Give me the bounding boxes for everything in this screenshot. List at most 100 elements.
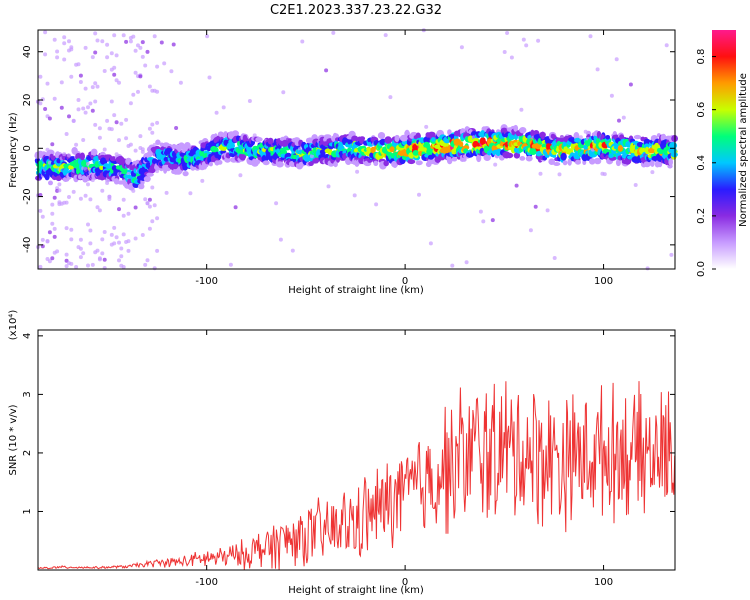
spectrogram-cell bbox=[562, 160, 568, 166]
spectrogram-speckle bbox=[274, 201, 279, 206]
spectrogram-cell bbox=[594, 157, 602, 165]
colorbar-tick-label: 0.2 bbox=[696, 208, 707, 224]
spectrogram-cell bbox=[217, 160, 223, 165]
spectrogram-speckle bbox=[67, 153, 71, 158]
spectrogram-speckle bbox=[38, 208, 43, 213]
spectrogram-speckle bbox=[536, 38, 541, 43]
spectrogram-speckle bbox=[221, 105, 226, 110]
spectrogram-y-tick-label: -20 bbox=[22, 188, 33, 204]
spectrogram-speckle bbox=[126, 239, 131, 244]
spectrogram-speckle bbox=[71, 189, 76, 194]
spectrogram-speckle bbox=[133, 70, 138, 75]
spectrogram-speckle bbox=[252, 133, 257, 138]
spectrogram-speckle bbox=[100, 188, 105, 193]
spectrogram-speckle bbox=[578, 135, 583, 140]
spectrogram-speckle bbox=[524, 43, 529, 48]
spectrogram-speckle bbox=[97, 208, 102, 213]
spectrogram-speckle bbox=[93, 122, 98, 127]
spectrogram-speckle bbox=[114, 78, 119, 83]
spectrogram-cell bbox=[605, 135, 611, 140]
spectrogram-speckle bbox=[155, 64, 160, 69]
spectrogram-speckle bbox=[459, 45, 464, 50]
spectrogram-speckle bbox=[155, 248, 160, 253]
spectrogram-speckle bbox=[552, 256, 557, 260]
spectrogram-cells bbox=[34, 28, 678, 271]
spectrogram-speckle bbox=[86, 182, 90, 187]
spectrogram-speckle bbox=[47, 230, 52, 235]
spectrogram-speckle bbox=[109, 127, 114, 132]
spectrogram-speckle bbox=[428, 241, 433, 246]
spectrogram-speckle bbox=[128, 39, 133, 44]
spectrogram-speckle bbox=[74, 150, 79, 155]
snr-y-tick-label: 2 bbox=[22, 450, 33, 456]
spectrogram-speckle bbox=[247, 99, 252, 103]
spectrogram-speckle bbox=[145, 49, 150, 54]
spectrogram-speckle bbox=[152, 266, 157, 271]
spectrogram-speckle bbox=[64, 264, 69, 269]
spectrogram-cell bbox=[224, 157, 231, 163]
spectrogram-speckle bbox=[138, 74, 143, 79]
spectrogram-speckle bbox=[505, 31, 510, 35]
spectrogram-x-tick-label: 0 bbox=[402, 276, 408, 287]
spectrogram-speckle bbox=[171, 42, 176, 47]
spectrogram-speckle bbox=[78, 255, 83, 260]
spectrogram-cell bbox=[152, 158, 158, 165]
spectrogram-cell bbox=[105, 164, 112, 169]
spectrogram-speckle bbox=[83, 45, 88, 50]
spectrogram-speckle bbox=[47, 259, 52, 264]
spectrogram-cell bbox=[519, 127, 527, 134]
spectrogram-speckle bbox=[102, 230, 107, 234]
spectrogram-cell bbox=[333, 161, 338, 168]
spectrogram-cell bbox=[479, 137, 486, 146]
spectrogram-cell bbox=[483, 154, 491, 162]
spectrogram-speckle bbox=[112, 225, 117, 230]
spectrogram-cell bbox=[451, 156, 458, 162]
spectrogram-speckle bbox=[67, 39, 71, 44]
colorbar: 0.0 0.2 0.4 0.6 0.8 Normalized spectral ampl… bbox=[696, 30, 749, 277]
spectrogram-speckle bbox=[88, 241, 93, 246]
spectrogram-speckle bbox=[138, 134, 143, 139]
spectrogram-speckle bbox=[62, 35, 67, 40]
spectrogram-speckle bbox=[62, 41, 67, 46]
spectrogram-speckle bbox=[650, 170, 655, 175]
spectrogram-speckle bbox=[90, 55, 95, 60]
spectrogram-y-tick-label: -40 bbox=[22, 237, 33, 253]
spectrogram-cell bbox=[460, 157, 467, 162]
spectrogram-speckle bbox=[95, 38, 100, 43]
spectrogram-cell bbox=[446, 156, 453, 165]
spectrogram-speckle bbox=[140, 40, 145, 45]
spectrogram-cell bbox=[242, 134, 248, 142]
spectrogram-speckle bbox=[105, 118, 110, 123]
spectrogram-speckle bbox=[174, 126, 179, 130]
spectrogram-speckle bbox=[281, 90, 286, 95]
spectrogram-cell bbox=[462, 145, 470, 150]
spectrogram-speckle bbox=[45, 239, 50, 243]
spectrogram-speckle bbox=[628, 82, 633, 87]
spectrogram-speckle bbox=[533, 204, 538, 209]
spectrogram-speckle bbox=[86, 161, 90, 166]
spectrogram-speckle bbox=[105, 42, 110, 47]
spectrogram-speckle bbox=[112, 113, 117, 118]
spectrogram-speckle bbox=[117, 138, 121, 143]
spectrogram-speckle bbox=[117, 207, 121, 212]
spectrogram-speckle bbox=[50, 221, 55, 226]
spectrogram-speckle bbox=[40, 97, 45, 102]
spectrogram-cell bbox=[353, 148, 359, 153]
spectrogram-speckle bbox=[102, 257, 107, 262]
spectrogram-speckle bbox=[81, 251, 86, 256]
spectrogram-speckle bbox=[147, 126, 152, 131]
spectrogram-cell bbox=[99, 157, 108, 165]
spectrogram-speckle bbox=[140, 54, 145, 59]
spectrogram-speckle bbox=[383, 33, 388, 38]
spectrogram-speckle bbox=[69, 47, 74, 52]
spectrogram-speckle bbox=[155, 120, 160, 125]
spectrogram-speckle bbox=[90, 108, 95, 113]
spectrogram-cell bbox=[90, 148, 98, 156]
spectrogram-speckle bbox=[614, 57, 619, 62]
spectrogram-speckle bbox=[50, 142, 55, 147]
spectrogram-speckle bbox=[86, 222, 90, 227]
snr-x-tick-label: 0 bbox=[402, 577, 408, 588]
spectrogram-speckle bbox=[514, 183, 519, 188]
spectrogram-speckle bbox=[490, 218, 495, 223]
spectrogram-speckle bbox=[138, 45, 143, 50]
